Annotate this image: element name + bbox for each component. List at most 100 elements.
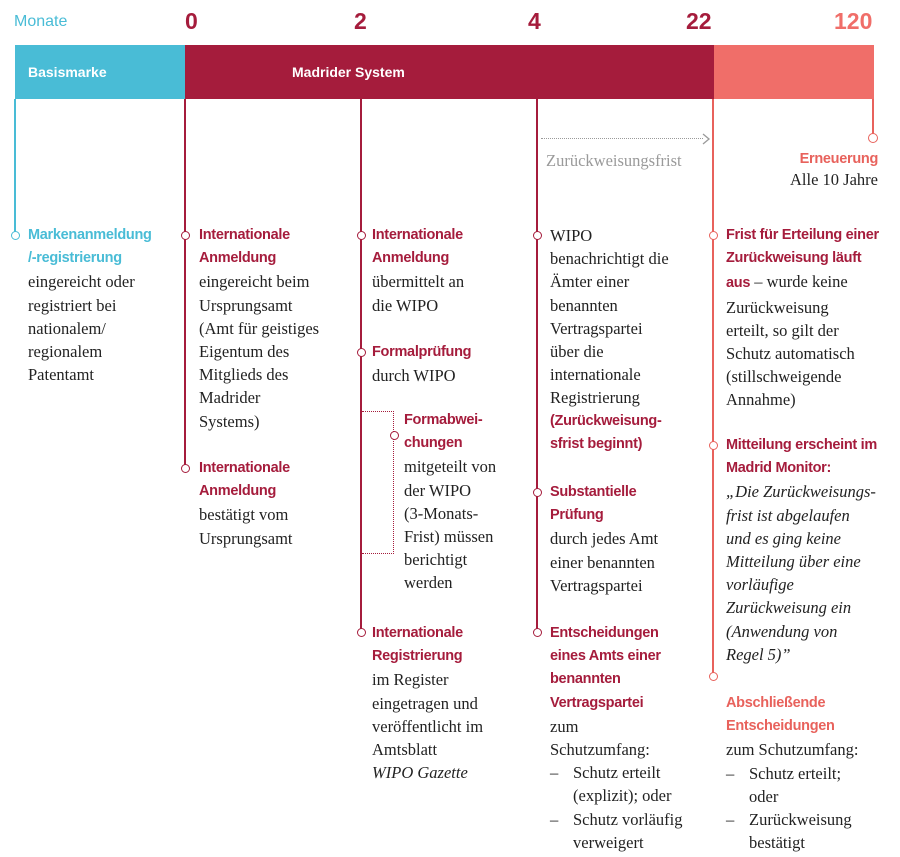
event-dot bbox=[357, 231, 366, 240]
event-dot bbox=[709, 672, 718, 681]
col2-text: Mitglieds des bbox=[199, 365, 289, 385]
list-item: – Schutz vorläufig bbox=[550, 809, 683, 829]
col1-text: registriert bei bbox=[28, 295, 117, 315]
col4-text: Ämter einer bbox=[550, 272, 630, 292]
erneuerung-text: Alle 10 Jahre bbox=[790, 170, 878, 189]
col5-text: Schutz automatisch bbox=[726, 344, 855, 364]
col3-text: die WIPO bbox=[372, 295, 439, 315]
col4-text: Vertragspartei bbox=[550, 318, 643, 338]
list-item: verweigert bbox=[573, 832, 644, 852]
erneuerung-block: Erneuerung Alle 10 Jahre bbox=[790, 151, 878, 190]
list-item: – Zurückweisung bbox=[726, 810, 852, 830]
col5-text: Annahme) bbox=[726, 390, 796, 410]
col2-anmeldung-eingereicht: Internationale Anmeldung eingereicht bei… bbox=[199, 224, 319, 433]
col3-text: mitgeteilt von bbox=[404, 457, 497, 477]
col1-basismarke: Markenanmeldung /-registrierung eingerei… bbox=[28, 224, 152, 386]
list-item: – Schutz erteilt; bbox=[726, 763, 842, 783]
col2-text: bestätigt vom bbox=[199, 505, 289, 525]
col3-text: durch WIPO bbox=[372, 366, 456, 386]
col5-title: Frist für Erteilung einer bbox=[726, 227, 879, 243]
arrow-head-icon bbox=[702, 133, 711, 145]
event-dot bbox=[533, 628, 542, 637]
event-dot bbox=[533, 488, 542, 497]
col3-title: Formalprüfung bbox=[372, 344, 472, 360]
col4-text: Registrierung bbox=[550, 388, 640, 408]
col4-title: Vertragspartei bbox=[550, 694, 644, 711]
col4-bold-text: (Zurückweisung- bbox=[550, 412, 662, 429]
col5-title: Entscheidungen bbox=[726, 718, 835, 735]
col4-text: Vertragspartei bbox=[550, 575, 643, 595]
col3-text: übermittelt an bbox=[372, 272, 465, 292]
col5-abschliessende-entscheidungen: Abschließende Entscheidungen zum Schutzu… bbox=[726, 692, 858, 854]
timeline-line-2 bbox=[360, 99, 362, 633]
basismarke-label: Basismarke bbox=[28, 64, 107, 80]
col3-text: im Register bbox=[372, 670, 449, 690]
col1-text: nationalem/ bbox=[28, 318, 106, 338]
event-dot bbox=[390, 431, 399, 440]
timeline-line-0 bbox=[184, 99, 186, 469]
col3-text: Amtsblatt bbox=[372, 740, 438, 760]
col4-text: durch jedes Amt bbox=[550, 529, 659, 549]
col2-text: Eigentum des bbox=[199, 342, 290, 362]
list-item: – Schutz erteilt bbox=[550, 763, 661, 783]
col4-entscheidungen: Entscheidungen eines Amts einer benannte… bbox=[550, 622, 683, 854]
col3-text: werden bbox=[404, 573, 453, 593]
col4-title: Entscheidungen bbox=[550, 625, 659, 641]
col2-title: Internationale bbox=[199, 227, 290, 243]
col3-title: Internationale bbox=[372, 625, 463, 641]
month-label-4: 4 bbox=[528, 8, 541, 34]
col5-title: Abschließende bbox=[726, 695, 826, 711]
col5-quote: Regel 5)” bbox=[726, 644, 791, 664]
col3-text: (3-Monats- bbox=[404, 503, 479, 523]
event-dot bbox=[533, 231, 542, 240]
formabweichungen-bracket bbox=[362, 411, 394, 554]
col4-text: internationale bbox=[550, 365, 641, 385]
event-dot bbox=[181, 231, 190, 240]
timeline-line-120 bbox=[872, 99, 874, 139]
renewal-bar bbox=[714, 45, 874, 99]
col5-quote: „Die Zurückweisungs- bbox=[726, 482, 876, 502]
col3-title: Anmeldung bbox=[372, 250, 450, 267]
zurueckweisungsfrist-label: Zurückweisungsfrist bbox=[546, 151, 682, 170]
col4-title: Prüfung bbox=[550, 507, 604, 524]
col3-registrierung: Internationale Registrierung im Register… bbox=[372, 622, 483, 784]
wipo-gazette-text: WIPO Gazette bbox=[372, 763, 468, 783]
col4-bold-text: sfrist beginnt) bbox=[550, 435, 643, 452]
event-dot bbox=[357, 628, 366, 637]
col3-text: eingetragen und bbox=[372, 693, 478, 713]
col4-wipo-benachrichtigt: WIPO benachrichtigt die Ämter einer bena… bbox=[550, 224, 669, 456]
col2-text: Madrider bbox=[199, 388, 261, 408]
col1-text: Patentamt bbox=[28, 365, 94, 385]
col3-title: Registrierung bbox=[372, 648, 463, 665]
col3-title: chungen bbox=[404, 435, 463, 452]
col5-quote: (Anwendung von bbox=[726, 621, 838, 641]
col5-quote: Zurückweisung ein bbox=[726, 598, 852, 618]
col4-title: Substantielle bbox=[550, 484, 637, 500]
col5-title: Madrid Monitor: bbox=[726, 460, 832, 477]
col5-title: aus bbox=[726, 275, 751, 292]
col3-title: Internationale bbox=[372, 227, 463, 243]
col5-text: Zurückweisung bbox=[726, 297, 829, 317]
col3-text: der WIPO bbox=[404, 480, 472, 500]
timeline-line-basis bbox=[14, 99, 16, 235]
event-dot bbox=[181, 464, 190, 473]
col2-text: Systems) bbox=[199, 411, 260, 431]
month-label-2: 2 bbox=[354, 8, 367, 34]
list-item: (explizit); oder bbox=[573, 786, 672, 806]
col5-title: Zurückweisung läuft bbox=[726, 250, 862, 267]
months-unit-label: Monate bbox=[14, 13, 68, 30]
col4-substantielle-pruefung: Substantielle Prüfung durch jedes Amt ei… bbox=[550, 481, 658, 597]
zurueckweisungsfrist-arrow bbox=[541, 138, 703, 139]
col5-frist-laeuft-aus: Frist für Erteilung einer Zurückweisung … bbox=[726, 224, 879, 412]
col4-title: benannten bbox=[550, 671, 621, 688]
col4-text: benannten bbox=[550, 295, 618, 315]
col3-text: berichtigt bbox=[404, 550, 468, 570]
list-item: oder bbox=[749, 786, 779, 806]
col4-text: Schutzumfang: bbox=[550, 740, 650, 760]
madrid-system-label: Madrider System bbox=[292, 64, 405, 80]
month-label-0: 0 bbox=[185, 8, 198, 34]
col3-formalpruefung: Formalprüfung durch WIPO bbox=[372, 341, 472, 387]
col1-title: /-registrierung bbox=[28, 250, 122, 267]
col2-text: Ursprungsamt bbox=[199, 528, 293, 548]
basismarke-bar: Basismarke bbox=[15, 45, 185, 99]
